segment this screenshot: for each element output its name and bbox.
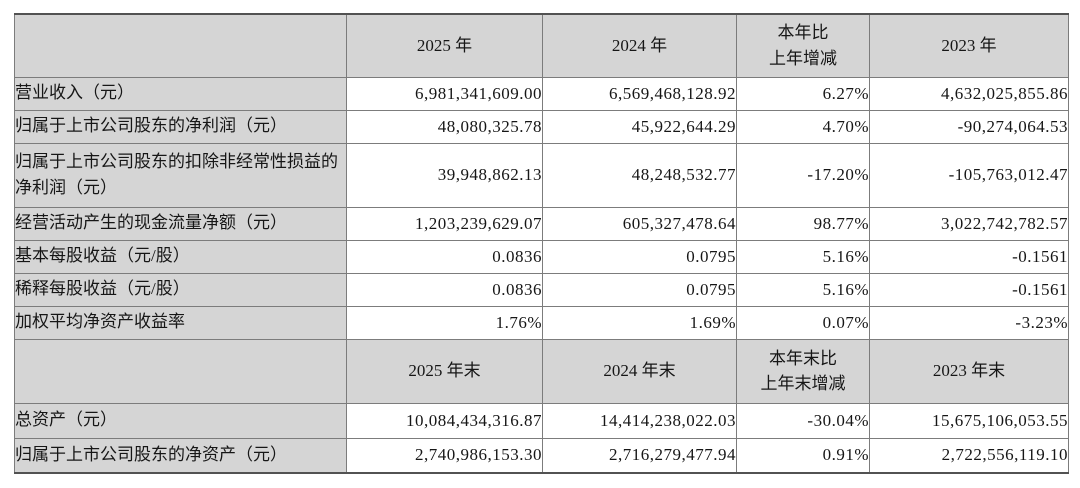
table-row-weighted-roe: 加权平均净资产收益率 1.76% 1.69% 0.07% -3.23% xyxy=(14,305,1069,340)
row-label: 经营活动产生的现金流量净额（元） xyxy=(14,206,347,241)
column-header-2023-end: 2023 年末 xyxy=(869,338,1069,404)
value-2024: 2,716,279,477.94 xyxy=(542,437,737,474)
value-2023: 3,022,742,782.57 xyxy=(869,206,1069,241)
column-header-2023: 2023 年 xyxy=(869,13,1069,78)
row-label: 营业收入（元） xyxy=(14,76,347,111)
value-2023: 4,632,025,855.86 xyxy=(869,76,1069,111)
value-2025: 39,948,862.13 xyxy=(346,142,543,208)
value-2024: 0.0795 xyxy=(542,239,737,274)
value-2024: 0.0795 xyxy=(542,272,737,307)
value-change: 6.27% xyxy=(736,76,870,111)
value-2025: 6,981,341,609.00 xyxy=(346,76,543,111)
value-2025: 1,203,239,629.07 xyxy=(346,206,543,241)
value-2024: 14,414,238,022.03 xyxy=(542,402,737,439)
value-2025: 1.76% xyxy=(346,305,543,340)
row-label: 归属于上市公司股东的净利润（元） xyxy=(14,109,347,144)
value-change: 0.07% xyxy=(736,305,870,340)
value-2023: 2,722,556,119.10 xyxy=(869,437,1069,474)
value-change: 4.70% xyxy=(736,109,870,144)
table-row-total-assets: 总资产（元） 10,084,434,316.87 14,414,238,022.… xyxy=(14,402,1069,439)
value-2023: -0.1561 xyxy=(869,239,1069,274)
header-empty-cell xyxy=(14,338,347,404)
value-2024: 48,248,532.77 xyxy=(542,142,737,208)
financial-summary: 2025 年 2024 年 本年比 上年增减 2023 年 营业收入（元） 6,… xyxy=(14,13,1069,474)
row-label: 加权平均净资产收益率 xyxy=(14,305,347,340)
column-header-2024: 2024 年 xyxy=(542,13,737,78)
header-empty-cell xyxy=(14,13,347,78)
value-2024: 1.69% xyxy=(542,305,737,340)
end-change-line2: 上年末增减 xyxy=(760,374,846,393)
row-label: 归属于上市公司股东的净资产（元） xyxy=(14,437,347,474)
value-change: 98.77% xyxy=(736,206,870,241)
value-2023: -105,763,012.47 xyxy=(869,142,1069,208)
value-2025: 0.0836 xyxy=(346,272,543,307)
value-2025: 0.0836 xyxy=(346,239,543,274)
value-2025: 10,084,434,316.87 xyxy=(346,402,543,439)
column-header-yoy-change: 本年比 上年增减 xyxy=(736,13,870,78)
value-2024: 45,922,644.29 xyxy=(542,109,737,144)
row-label: 稀释每股收益（元/股） xyxy=(14,272,347,307)
table-row-diluted-eps: 稀释每股收益（元/股） 0.0836 0.0795 5.16% -0.1561 xyxy=(14,272,1069,307)
value-2023: 15,675,106,053.55 xyxy=(869,402,1069,439)
yoy-change-line2: 上年增减 xyxy=(769,48,837,68)
column-header-end-change: 本年末比 上年末增减 xyxy=(736,338,870,404)
value-change: 0.91% xyxy=(736,437,870,474)
yoy-change-line1: 本年比 xyxy=(777,23,829,43)
header-row-annual: 2025 年 2024 年 本年比 上年增减 2023 年 xyxy=(14,13,1069,78)
value-change: 5.16% xyxy=(736,239,870,274)
table-row-revenue: 营业收入（元） 6,981,341,609.00 6,569,468,128.9… xyxy=(14,76,1069,111)
value-2023: -0.1561 xyxy=(869,272,1069,307)
value-2023: -90,274,064.53 xyxy=(869,109,1069,144)
value-change: -17.20% xyxy=(736,142,870,208)
row-label: 归属于上市公司股东的扣除非经常性损益的净利润（元） xyxy=(14,142,347,208)
value-2024: 6,569,468,128.92 xyxy=(542,76,737,111)
financial-summary-table: 2025 年 2024 年 本年比 上年增减 2023 年 营业收入（元） 6,… xyxy=(14,13,1069,474)
value-2023: -3.23% xyxy=(869,305,1069,340)
table-row-operating-cash-flow: 经营活动产生的现金流量净额（元） 1,203,239,629.07 605,32… xyxy=(14,206,1069,241)
row-label: 基本每股收益（元/股） xyxy=(14,239,347,274)
column-header-2024-end: 2024 年末 xyxy=(542,338,737,404)
value-2025: 48,080,325.78 xyxy=(346,109,543,144)
end-change-line1: 本年末比 xyxy=(769,348,837,368)
value-change: -30.04% xyxy=(736,402,870,439)
row-label: 总资产（元） xyxy=(14,402,347,439)
table-row-net-profit: 归属于上市公司股东的净利润（元） 48,080,325.78 45,922,64… xyxy=(14,109,1069,144)
value-2025: 2,740,986,153.30 xyxy=(346,437,543,474)
table-row-net-profit-excl-nonrecurring: 归属于上市公司股东的扣除非经常性损益的净利润（元） 39,948,862.13 … xyxy=(14,142,1069,208)
value-2024: 605,327,478.64 xyxy=(542,206,737,241)
table-row-net-assets: 归属于上市公司股东的净资产（元） 2,740,986,153.30 2,716,… xyxy=(14,437,1069,474)
value-change: 5.16% xyxy=(736,272,870,307)
column-header-2025: 2025 年 xyxy=(346,13,543,78)
table-row-basic-eps: 基本每股收益（元/股） 0.0836 0.0795 5.16% -0.1561 xyxy=(14,239,1069,274)
header-row-period-end: 2025 年末 2024 年末 本年末比 上年末增减 2023 年末 xyxy=(14,338,1069,404)
column-header-2025-end: 2025 年末 xyxy=(346,338,543,404)
